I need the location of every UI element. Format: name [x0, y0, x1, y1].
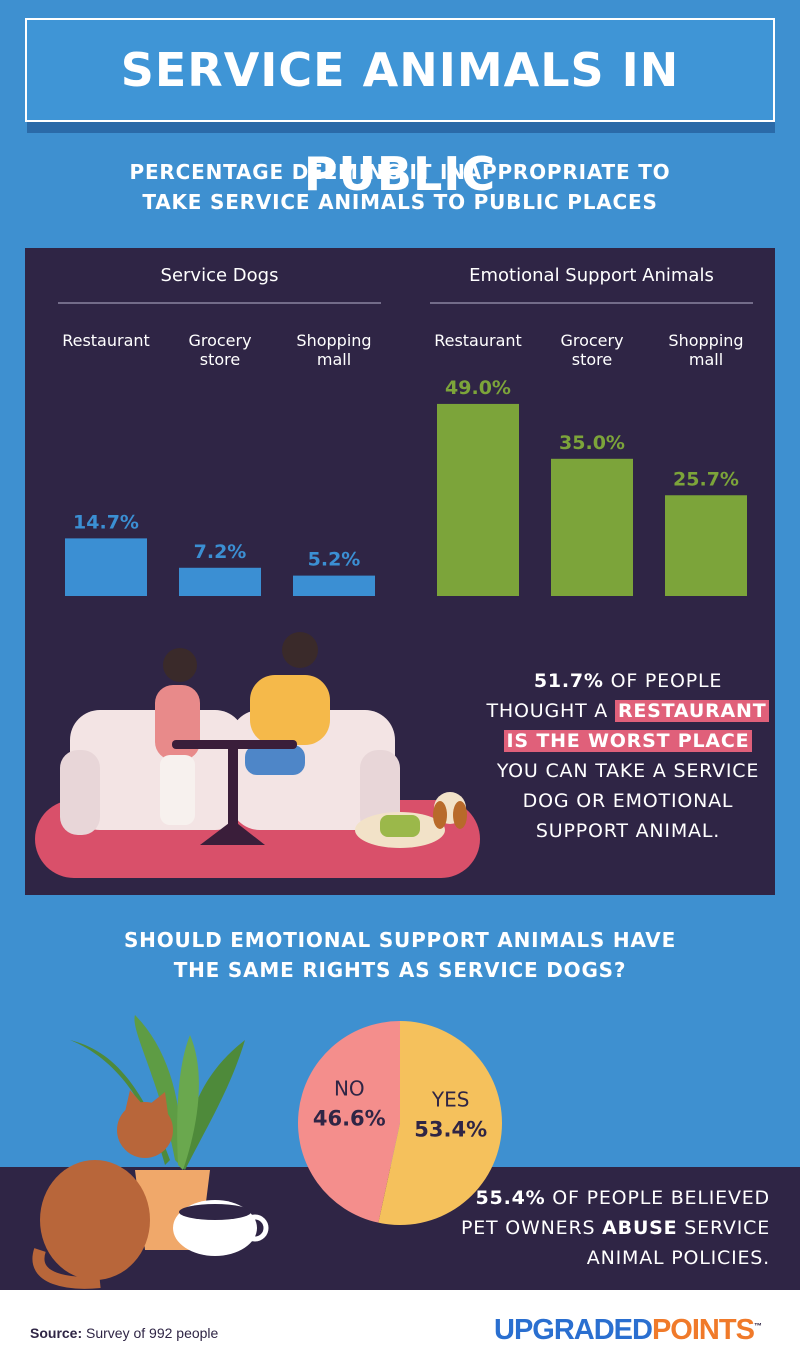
- source: Source: Survey of 992 people: [30, 1325, 218, 1341]
- chart-title: SHOULD EMOTIONAL SUPPORT ANIMALS HAVE TH…: [123, 928, 677, 982]
- title: SERVICE ANIMALS IN PUBLIC: [120, 43, 680, 201]
- callout-text: SERVICE: [684, 1217, 770, 1239]
- cat-body: [40, 1160, 150, 1280]
- callout-text: YOU CAN TAKE A SERVICE DOG OR EMOTIONAL …: [496, 760, 760, 842]
- slice-value: 53.4%: [414, 1117, 487, 1141]
- chart-subtitle: Service Dogs: [160, 265, 279, 286]
- value-label: 14.7%: [73, 511, 139, 533]
- plant-leaf: [177, 1035, 199, 1170]
- bar: [551, 458, 633, 596]
- chart-subtitle: Emotional Support Animals: [469, 265, 714, 286]
- bar: [65, 538, 147, 596]
- category-label: Restaurant: [62, 331, 150, 350]
- cat-head: [117, 1102, 173, 1158]
- logo-part: UPGRADED: [494, 1314, 653, 1346]
- cat-tail: [32, 1248, 101, 1289]
- slice-name: YES: [431, 1087, 470, 1111]
- bar: [179, 567, 261, 596]
- table-base: [200, 820, 265, 845]
- title-shadow: [27, 122, 775, 133]
- pie-slice: [378, 1021, 502, 1225]
- title-box: [25, 18, 775, 122]
- person-legs: [245, 745, 305, 775]
- cat-ears: [125, 1090, 168, 1114]
- person-body: [250, 675, 330, 745]
- dog-ear: [453, 801, 467, 829]
- source-text: Survey of 992 people: [86, 1325, 219, 1341]
- category-label: Grocery store: [188, 331, 252, 369]
- value-label: 25.7%: [673, 468, 739, 490]
- callout-stat: 55.4%: [475, 1187, 546, 1209]
- source-label: Source:: [30, 1325, 83, 1341]
- logo: UPGRADEDPOINTS™: [494, 1314, 762, 1347]
- dog-ear: [433, 801, 447, 829]
- sofa-arm: [60, 750, 100, 835]
- person-legs: [160, 755, 195, 825]
- slice-name: NO: [334, 1077, 365, 1101]
- section-title: PERCENTAGE DEEMING IT INAPPROPRIATE TO T…: [129, 160, 671, 214]
- callout-text: OF PEOPLE BELIEVED: [552, 1187, 770, 1209]
- value-label: 35.0%: [559, 432, 625, 454]
- callout-text: OF PEOPLE: [610, 670, 723, 692]
- logo-mark: ™: [753, 1321, 762, 1331]
- category-label: Shopping mall: [668, 331, 744, 369]
- callout: 51.7% OF PEOPLE THOUGHT A RESTAURANT IS …: [478, 666, 778, 846]
- table-leg: [228, 749, 238, 829]
- callout-bold: ABUSE: [602, 1217, 678, 1239]
- person-head: [282, 632, 318, 668]
- cup-handle: [241, 1214, 269, 1242]
- slice-value: 46.6%: [313, 1107, 386, 1131]
- callout-highlight: IS THE WORST PLACE: [503, 730, 753, 752]
- plant-leaf: [180, 1040, 245, 1170]
- category-label: Shopping mall: [296, 331, 372, 369]
- bar: [665, 495, 747, 596]
- callout-text: THOUGHT A: [486, 700, 609, 722]
- callout-highlight: RESTAURANT: [614, 700, 770, 722]
- dog-vest: [380, 815, 420, 837]
- value-label: 49.0%: [445, 377, 511, 399]
- callout-text: ANIMAL POLICIES.: [586, 1247, 770, 1269]
- bar: [437, 403, 519, 596]
- value-label: 5.2%: [308, 549, 361, 571]
- logo-part: POINTS: [651, 1314, 755, 1346]
- pie-slice: [297, 1021, 400, 1223]
- table-top: [172, 740, 297, 749]
- bar: [293, 575, 375, 596]
- footer: [0, 1290, 800, 1369]
- category-label: Grocery store: [560, 331, 624, 369]
- callout-text: PET OWNERS: [460, 1217, 596, 1239]
- value-label: 7.2%: [194, 541, 247, 563]
- callout: 55.4% OF PEOPLE BELIEVED PET OWNERS ABUS…: [440, 1183, 770, 1273]
- callout-stat: 51.7%: [533, 670, 604, 692]
- person-head: [163, 648, 197, 682]
- coffee: [179, 1204, 251, 1220]
- category-label: Restaurant: [434, 331, 522, 350]
